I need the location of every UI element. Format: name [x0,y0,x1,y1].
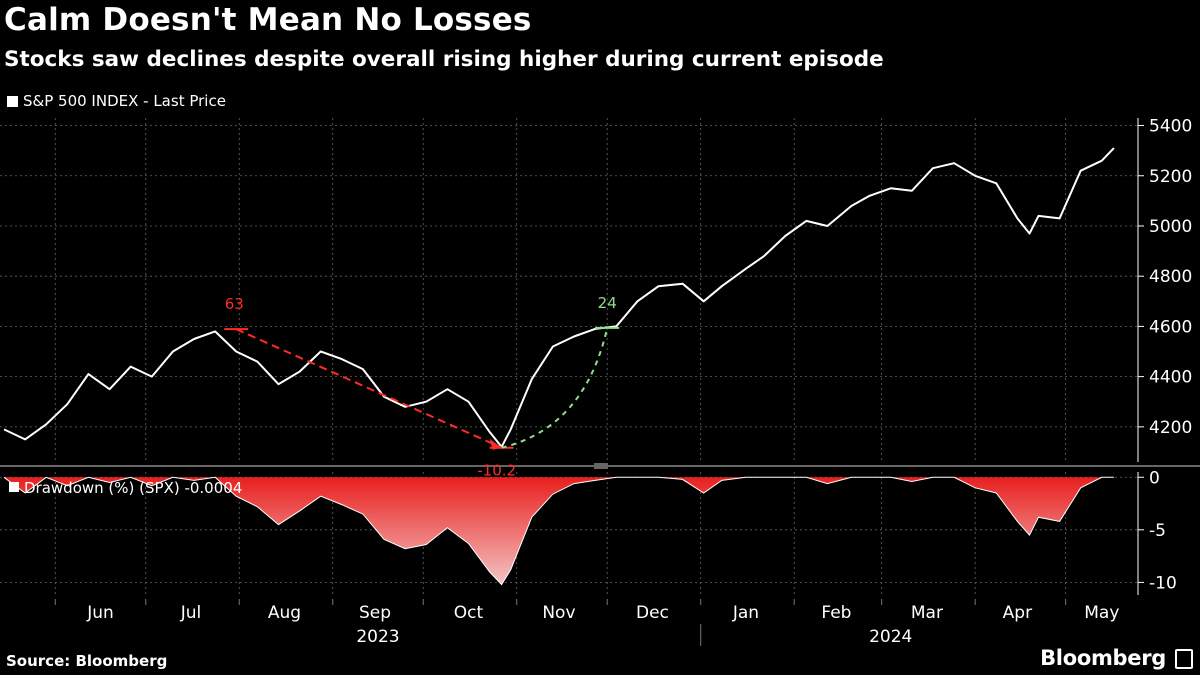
x-tick-label: Apr [1003,603,1032,623]
y-tick-label: 4800 [1149,267,1192,287]
chart-subtitle: Stocks saw declines despite overall risi… [4,47,884,72]
brand-icon [1175,649,1193,669]
price-legend-swatch [7,95,18,107]
x-tick-label: Mar [911,603,943,623]
peak-label: 63 [225,295,244,313]
drawdown-tick-label: -5 [1149,521,1166,541]
drawdown-legend-swatch [9,482,19,492]
trough-label: -10.2 [477,462,516,480]
drawdown-tick-label: 0 [1149,468,1160,488]
y-tick-label: 5400 [1149,117,1192,137]
x-tick-label: Feb [821,603,851,623]
x-tick-label: May [1084,603,1119,623]
x-tick-label: Jul [180,603,202,623]
y-tick-label: 4600 [1149,317,1192,337]
panel-resize-handle [594,463,608,469]
chart-title: Calm Doesn't Mean No Losses [4,2,532,38]
x-tick-label: Sep [359,603,391,623]
drawdown-legend-label: Drawdown (%) (SPX) -0.0004 [24,479,242,497]
price-legend: S&P 500 INDEX - Last Price [7,92,226,110]
brand-logo: Bloomberg [1040,646,1166,670]
recovery-label: 24 [598,294,617,312]
source-note: Source: Bloomberg [6,652,168,670]
drawdown-area [4,477,1114,585]
drawdown-tick-label: -10 [1149,573,1177,593]
y-tick-label: 4200 [1149,418,1192,438]
y-tick-label: 5000 [1149,217,1192,237]
x-tick-label: Dec [636,603,669,623]
year-label: 2024 [869,627,912,647]
price-legend-label: S&P 500 INDEX - Last Price [23,92,226,110]
y-tick-label: 5200 [1149,167,1192,187]
x-tick-label: Jun [86,603,114,623]
y-tick-label: 4400 [1149,368,1192,388]
year-label: 2023 [356,627,399,647]
drawdown-line [3,476,1114,586]
x-tick-label: Jan [732,603,759,623]
x-tick-label: Nov [542,603,575,623]
price-line [3,147,1115,448]
x-tick-label: Aug [268,603,301,623]
x-tick-label: Oct [454,603,484,623]
decline-arrow [235,328,503,449]
